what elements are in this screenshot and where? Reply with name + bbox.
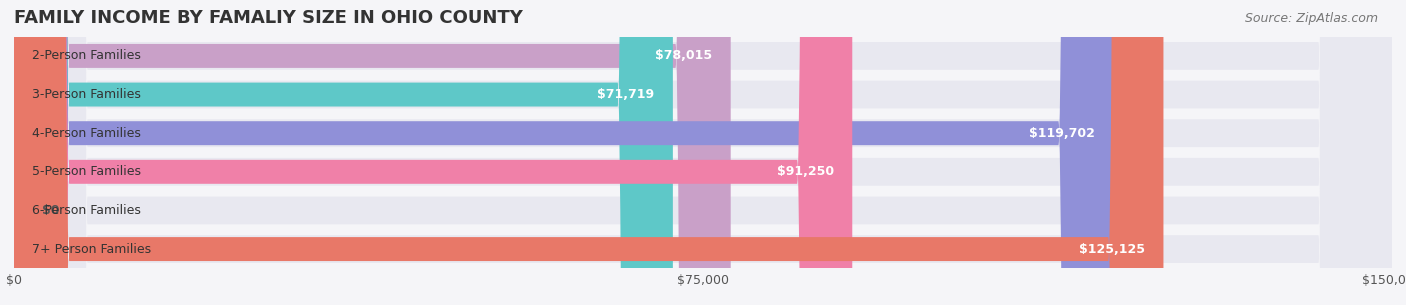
Text: $91,250: $91,250	[776, 165, 834, 178]
FancyBboxPatch shape	[14, 0, 852, 305]
FancyBboxPatch shape	[14, 0, 1392, 305]
FancyBboxPatch shape	[14, 0, 1163, 305]
Text: 7+ Person Families: 7+ Person Families	[32, 242, 152, 256]
Text: $78,015: $78,015	[655, 49, 713, 63]
Text: 3-Person Families: 3-Person Families	[32, 88, 142, 101]
Text: Source: ZipAtlas.com: Source: ZipAtlas.com	[1244, 12, 1378, 25]
FancyBboxPatch shape	[14, 0, 1114, 305]
Text: 4-Person Families: 4-Person Families	[32, 127, 142, 140]
Text: 2-Person Families: 2-Person Families	[32, 49, 142, 63]
Text: $125,125: $125,125	[1078, 242, 1144, 256]
FancyBboxPatch shape	[14, 0, 1392, 305]
FancyBboxPatch shape	[14, 0, 1392, 305]
Text: $71,719: $71,719	[598, 88, 654, 101]
Text: 6-Person Families: 6-Person Families	[32, 204, 142, 217]
FancyBboxPatch shape	[14, 0, 1392, 305]
Text: FAMILY INCOME BY FAMALIY SIZE IN OHIO COUNTY: FAMILY INCOME BY FAMALIY SIZE IN OHIO CO…	[14, 9, 523, 27]
Text: $119,702: $119,702	[1029, 127, 1095, 140]
FancyBboxPatch shape	[14, 0, 1392, 305]
FancyBboxPatch shape	[14, 0, 673, 305]
Text: 5-Person Families: 5-Person Families	[32, 165, 142, 178]
Text: $0: $0	[42, 204, 59, 217]
FancyBboxPatch shape	[14, 0, 731, 305]
FancyBboxPatch shape	[14, 0, 1392, 305]
